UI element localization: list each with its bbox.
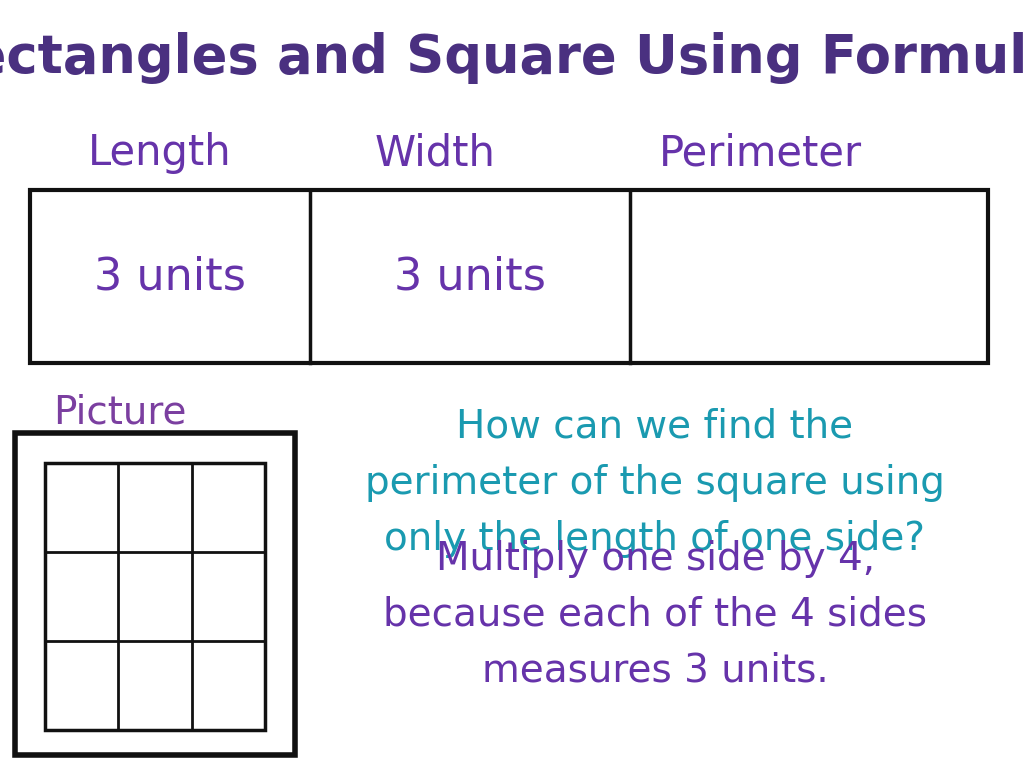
Text: Multiply one side by 4,
because each of the 4 sides
measures 3 units.: Multiply one side by 4, because each of …: [383, 540, 927, 690]
Bar: [15, 433, 295, 755]
Text: 3 units: 3 units: [394, 255, 546, 298]
Text: 3 units: 3 units: [94, 255, 246, 298]
Text: Width: Width: [375, 132, 496, 174]
Text: How can we find the
perimeter of the square using
only the length of one side?: How can we find the perimeter of the squ…: [366, 408, 945, 558]
Text: Rectangles and Square Using Formulas: Rectangles and Square Using Formulas: [0, 32, 1024, 84]
Bar: [45, 463, 265, 730]
Text: Length: Length: [88, 132, 231, 174]
Text: Perimeter: Perimeter: [658, 132, 861, 174]
Text: Picture: Picture: [53, 394, 186, 432]
Bar: [30, 190, 988, 363]
